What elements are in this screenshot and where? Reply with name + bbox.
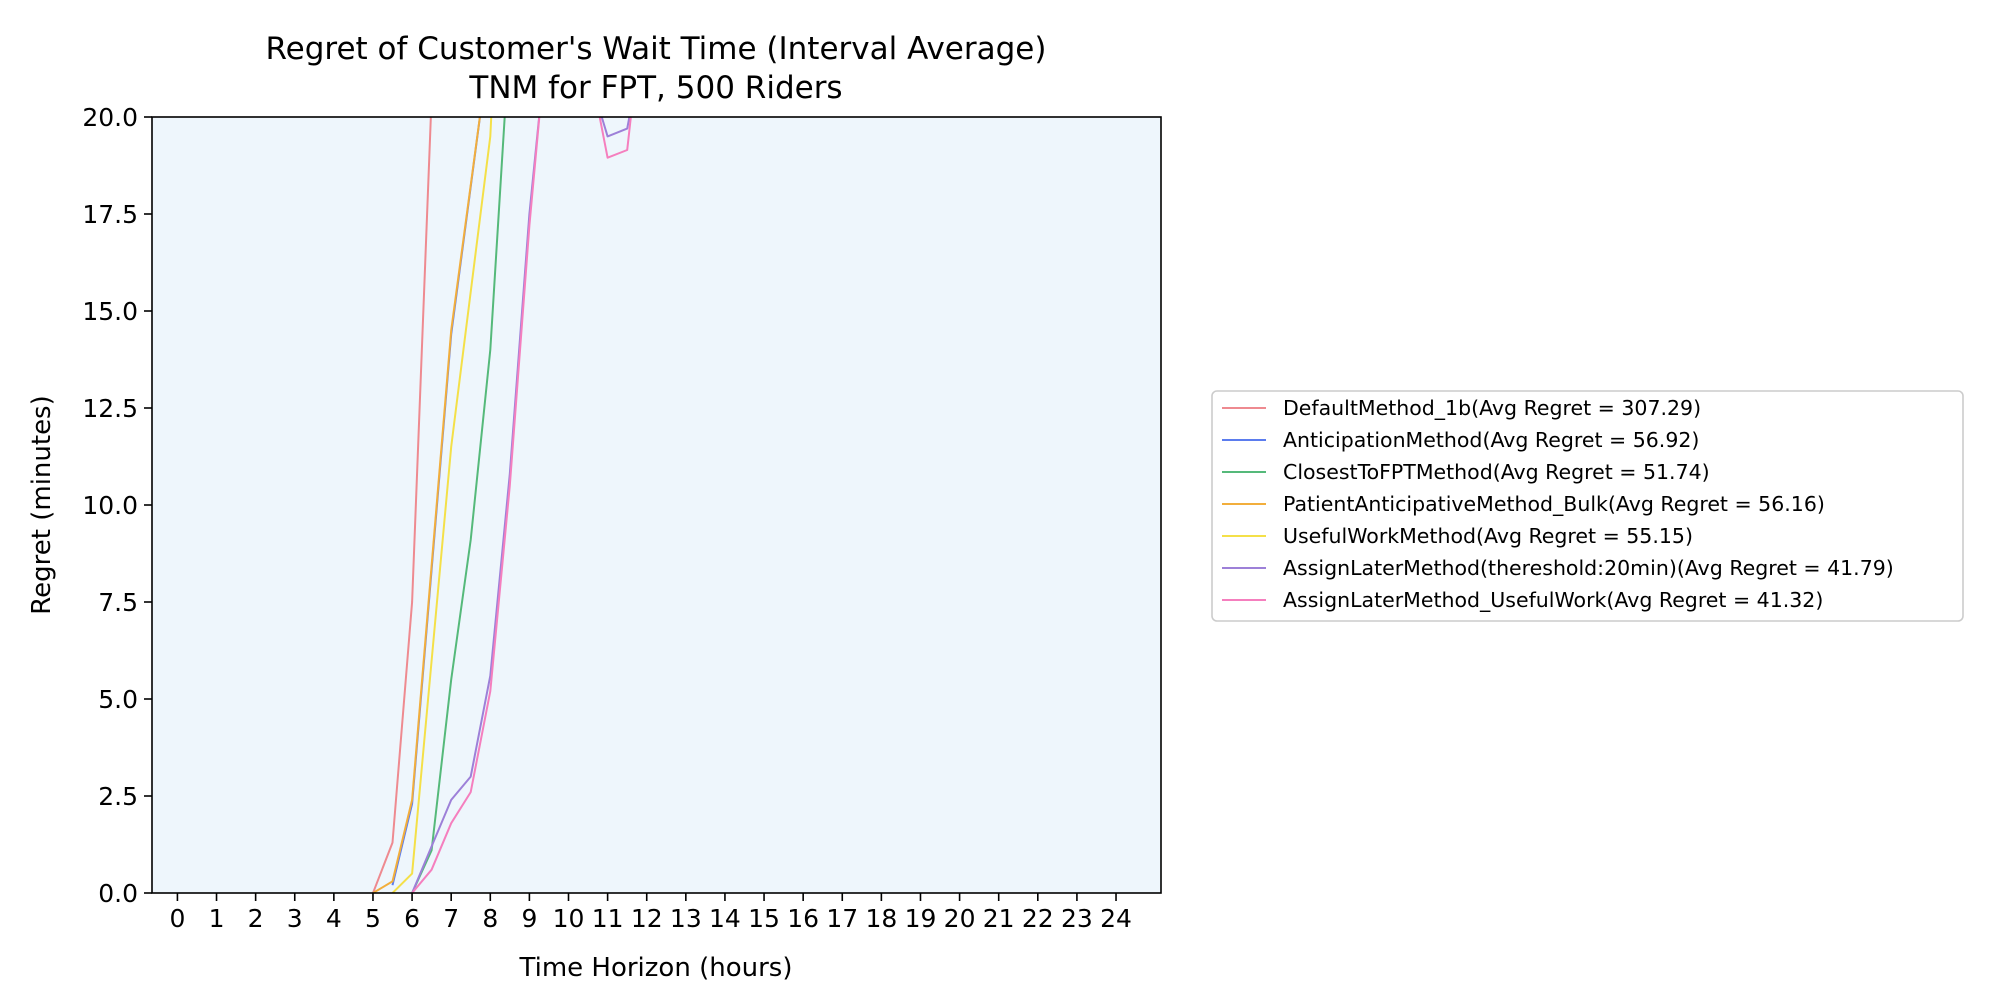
legend-box (1211, 390, 1964, 622)
x-tick-label: 19 (905, 904, 937, 933)
x-tick-label: 24 (1100, 904, 1132, 933)
x-tick-label: 1 (209, 904, 225, 933)
x-tick-label: 20 (944, 904, 976, 933)
x-tick-label: 18 (865, 904, 897, 933)
x-tick-label: 14 (709, 904, 741, 933)
y-tick-label: 7.5 (98, 588, 138, 617)
x-tick-label: 0 (169, 904, 185, 933)
series-line-3 (372, 117, 481, 893)
x-tick-label: 13 (670, 904, 702, 933)
series-layer (372, 117, 632, 893)
y-tick-label: 10.0 (82, 491, 138, 520)
y-tick-label: 20.0 (82, 103, 138, 132)
x-tick-label: 6 (404, 904, 420, 933)
series-line-2 (411, 117, 506, 893)
x-tick-label: 4 (326, 904, 342, 933)
x-tick-label: 16 (787, 904, 819, 933)
legend-label-5: AssignLaterMethod(thereshold:20min)(Avg … (1283, 556, 1894, 580)
plot-area (152, 117, 1161, 893)
series-line-6 (411, 117, 632, 893)
legend-label-6: AssignLaterMethod_UsefulWork(Avg Regret … (1283, 588, 1823, 613)
x-tick-label: 9 (521, 904, 537, 933)
x-tick-label: 3 (287, 904, 303, 933)
y-tick-label: 0.0 (98, 879, 138, 908)
series-line-4 (391, 117, 493, 893)
y-tick-label: 5.0 (98, 685, 138, 714)
y-tick-label: 12.5 (82, 394, 138, 423)
legend-items: DefaultMethod_1b(Avg Regret = 307.29) Ant… (1222, 396, 1894, 613)
x-tick-label: 23 (1061, 904, 1093, 933)
legend: DefaultMethod_1b(Avg Regret = 307.29) Ant… (1211, 390, 1964, 622)
y-tick-label: 17.5 (82, 200, 138, 229)
x-tick-label: 22 (1022, 904, 1054, 933)
chart-subtitle: TNM for FPT, 500 Riders (468, 70, 842, 106)
x-axis-ticks: 0 1 2 3 4 5 6 7 8 9 10 11 12 13 14 15 16 17 18 19 20 21 22 23 24 (169, 893, 1132, 933)
legend-label-4: UsefulWorkMethod(Avg Regret = 55.15) (1283, 524, 1693, 548)
x-tick-label: 12 (631, 904, 663, 933)
x-tick-label: 10 (553, 904, 585, 933)
x-tick-label: 11 (592, 904, 624, 933)
y-tick-label: 15.0 (82, 297, 138, 326)
legend-label-3: PatientAnticipativeMethod_Bulk(Avg Regre… (1283, 492, 1825, 517)
y-axis-ticks: 0.0 2.5 5.0 7.5 10.0 12.5 15.0 17.5 20.0 (82, 103, 152, 908)
y-axis-label: Regret (minutes) (27, 395, 57, 615)
x-tick-label: 21 (983, 904, 1015, 933)
legend-label-0: DefaultMethod_1b(Avg Regret = 307.29) (1283, 396, 1701, 421)
x-tick-label: 2 (248, 904, 264, 933)
chart-title: Regret of Customer's Wait Time (Interval… (266, 31, 1047, 67)
x-axis-label: Time Horizon (hours) (519, 953, 793, 983)
x-tick-label: 15 (748, 904, 780, 933)
x-tick-label: 7 (443, 904, 459, 933)
x-tick-label: 8 (482, 904, 498, 933)
y-tick-label: 2.5 (98, 782, 138, 811)
series-line-0 (372, 117, 432, 893)
x-tick-label: 17 (826, 904, 858, 933)
plot-frame (151, 116, 1162, 894)
legend-label-1: AnticipationMethod(Avg Regret = 56.92) (1283, 428, 1699, 452)
x-tick-label: 5 (365, 904, 381, 933)
legend-label-2: ClosestToFPTMethod(Avg Regret = 51.74) (1283, 460, 1710, 484)
